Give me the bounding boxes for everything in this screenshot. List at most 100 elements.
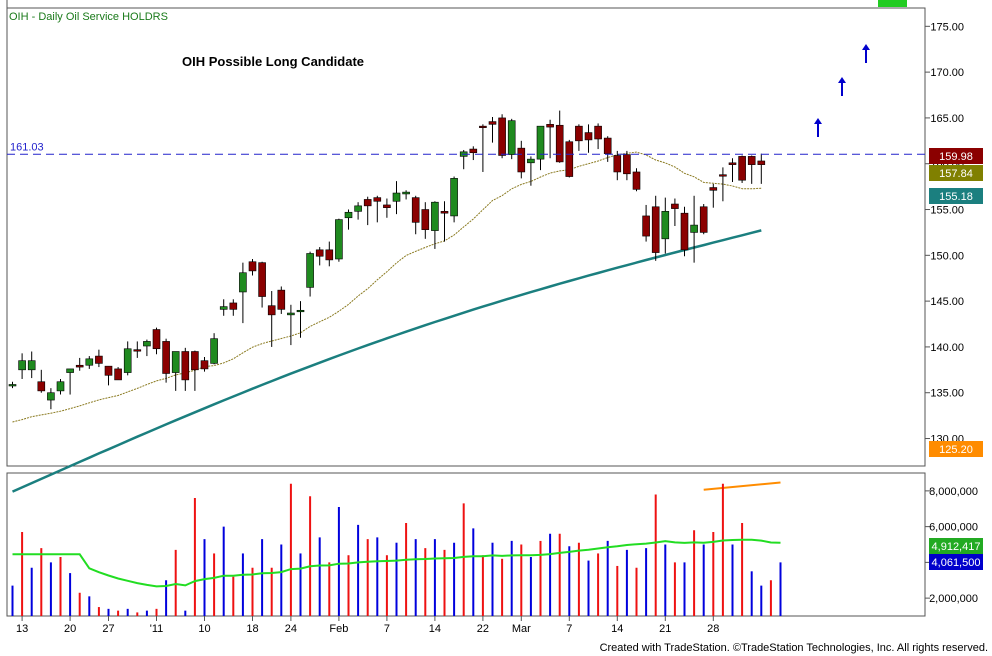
price-label-box	[929, 441, 983, 457]
date-tick-label: 13	[16, 623, 28, 635]
ma-50-line	[11, 229, 762, 493]
volume-tick-label: 8,000,000	[929, 486, 978, 498]
candle-down	[200, 360, 209, 370]
candle-up	[344, 211, 353, 219]
candle-up	[536, 125, 545, 160]
footer-text: Created with TradeStation. ©TradeStation…	[599, 642, 988, 654]
candle-down	[267, 305, 276, 316]
candle-down	[325, 249, 334, 261]
chart-header: OIH - Daily Oil Service HOLDRS	[9, 11, 168, 23]
candle-down	[517, 147, 526, 173]
candle-up	[56, 381, 65, 392]
chart-overlay: OIH - Daily Oil Service HOLDRS OIH Possib…	[7, 11, 925, 155]
volume-label-text: 4,912,417	[932, 541, 981, 553]
up-arrow-3-head	[862, 44, 870, 50]
volume-panel-border	[6, 472, 926, 617]
candle-down	[95, 355, 103, 364]
ma-20-line	[12, 151, 762, 423]
candle-down	[104, 365, 113, 376]
candle-down	[411, 197, 420, 223]
volume-label-box	[929, 538, 983, 554]
candle-down	[383, 204, 391, 208]
date-tick-label: 28	[707, 623, 719, 635]
candle-up	[431, 201, 439, 231]
candle-up	[306, 253, 314, 288]
candle-down	[584, 132, 593, 141]
volume-bars	[11, 483, 782, 616]
candle-down	[248, 261, 257, 272]
candle-down	[75, 364, 84, 368]
price-tick-label: 145.00	[930, 296, 964, 308]
candle-down	[191, 351, 199, 371]
volume-label-text: 4,061,500	[932, 557, 981, 569]
candle-down	[498, 117, 506, 156]
candle-up	[239, 272, 247, 293]
copyright-footer: Created with TradeStation. ©TradeStation…	[0, 642, 988, 654]
price-candles	[8, 110, 766, 410]
candle-down	[719, 174, 727, 177]
candle-down	[680, 212, 689, 251]
date-tick-label: 27	[102, 623, 114, 635]
candle-up	[690, 224, 698, 233]
candle-down	[632, 171, 641, 190]
candle-up	[507, 120, 516, 155]
price-labels: 159.98 157.84 155.18 125.20 4,912,417 4,061,5…	[929, 148, 983, 570]
volume-tick-label: 6,000,000	[929, 522, 978, 534]
candle-down	[152, 329, 161, 350]
candle-up	[296, 309, 305, 313]
chart-frame	[6, 0, 926, 617]
volume-average-line	[12, 538, 781, 588]
date-tick-label: 22	[477, 623, 489, 635]
price-tick-label: 150.00	[930, 250, 964, 262]
date-tick-label: 24	[285, 623, 297, 635]
date-tick-label: 7	[566, 623, 572, 635]
date-tick-label: Mar	[512, 623, 531, 635]
price-panel-border	[6, 7, 926, 467]
candle-down	[671, 203, 679, 209]
price-label-text: 157.84	[939, 168, 973, 180]
candle-down	[277, 289, 286, 310]
candle-up	[450, 178, 458, 217]
price-tick-label: 135.00	[930, 388, 964, 400]
candle-down	[181, 351, 190, 381]
candle-up	[47, 392, 55, 401]
candle-up	[8, 384, 17, 387]
price-label-box	[929, 148, 983, 164]
candle-down	[421, 209, 430, 230]
chart-background	[0, 0, 992, 642]
date-tick-label: 14	[429, 623, 441, 635]
candle-up	[123, 348, 132, 373]
price-label-text: 159.98	[939, 151, 973, 163]
candle-down	[709, 187, 718, 191]
price-label-text: 155.18	[939, 191, 973, 203]
candle-up	[143, 341, 151, 347]
candle-down	[373, 197, 382, 202]
candle-up	[661, 211, 670, 240]
candle-down	[555, 124, 564, 163]
date-tick-label: 21	[659, 623, 671, 635]
candle-down	[642, 215, 650, 237]
candle-down	[488, 121, 497, 125]
candle-up	[171, 351, 180, 373]
candle-down	[315, 249, 324, 257]
candle-down	[603, 137, 612, 154]
price-tick-label: 175.00	[930, 21, 964, 33]
price-tick-label: 155.00	[930, 205, 964, 217]
candle-down	[258, 262, 266, 297]
candle-down	[565, 141, 574, 177]
price-label-box	[929, 165, 983, 181]
date-tick-label: 18	[246, 623, 258, 635]
candle-down	[363, 199, 372, 207]
candle-down	[162, 341, 170, 374]
candle-up	[402, 191, 410, 195]
candle-down	[699, 206, 708, 233]
price-tick-label: 170.00	[930, 67, 964, 79]
candle-up	[210, 338, 218, 364]
candle-down	[37, 381, 46, 392]
candle-down	[469, 148, 478, 154]
stock-chart: 175.00170.00165.00160.00155.00150.00145.…	[0, 0, 992, 642]
candle-down	[757, 160, 766, 165]
ma-200-line	[703, 481, 781, 491]
date-axis: 13 20 27 '11 10 18 24 Feb 7 14 22 Mar 7 14 21 28	[16, 616, 719, 635]
price-tick-label: 165.00	[930, 113, 964, 125]
